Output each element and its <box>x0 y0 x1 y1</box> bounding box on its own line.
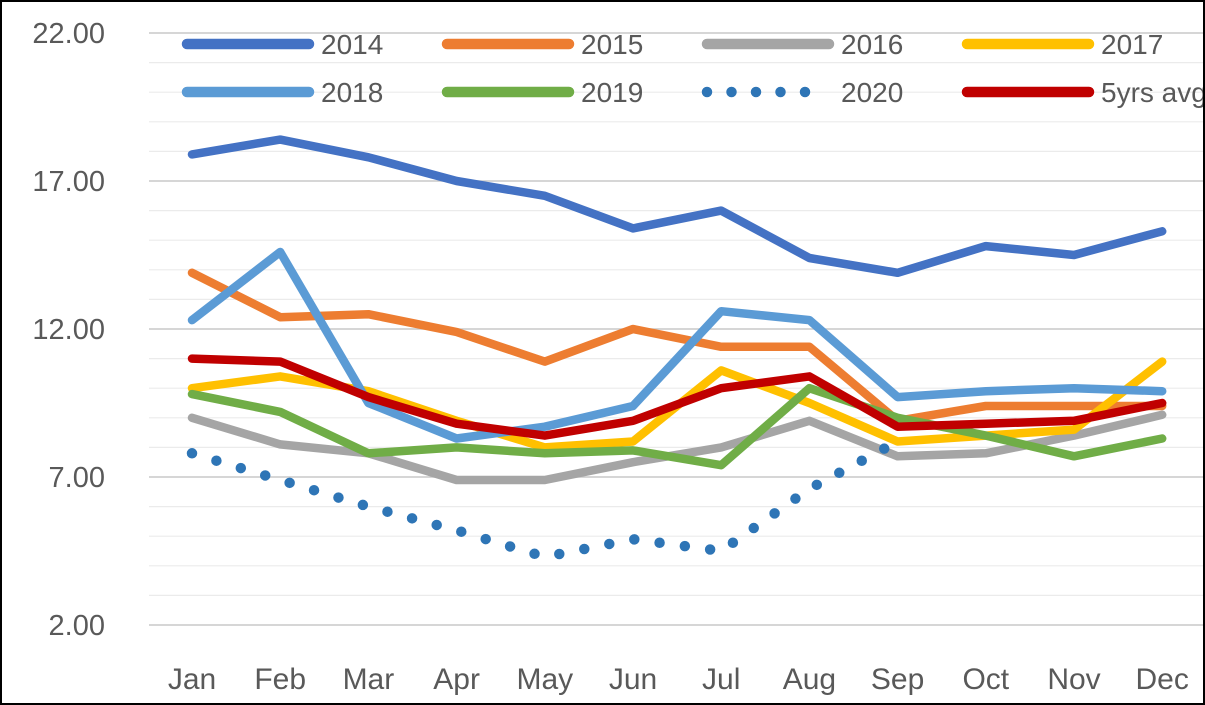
legend-item-2014-label: 2014 <box>321 29 383 60</box>
x-axis-label-nov: Nov <box>1047 663 1100 696</box>
y-axis-tick-label: 7.00 <box>49 462 105 494</box>
legend-item-2020-label: 2020 <box>841 77 903 108</box>
x-axis-label-mar: Mar <box>343 663 395 696</box>
x-axis-label-apr: Apr <box>433 663 480 696</box>
x-axis-label-jun: Jun <box>609 663 657 696</box>
legend-item-5yrs-avg-label: 5yrs avg <box>1101 77 1205 108</box>
series-line-2019 <box>187 383 1167 470</box>
series-line-5yrs-avg <box>187 354 1167 440</box>
x-axis-label-oct: Oct <box>962 663 1009 696</box>
y-axis-tick-label: 2.00 <box>49 610 105 642</box>
series-line-2020 <box>186 436 903 563</box>
x-axis-label-aug: Aug <box>783 663 836 696</box>
x-axis-label-jan: Jan <box>168 663 216 696</box>
x-axis-label-jul: Jul <box>702 663 740 696</box>
x-axis-label-sep: Sep <box>871 663 924 696</box>
x-axis-label-feb: Feb <box>254 663 306 696</box>
series-line-2018 <box>187 247 1167 443</box>
legend-item-2019-label: 2019 <box>581 77 643 108</box>
y-axis-tick-label: 17.00 <box>32 166 105 198</box>
x-axis-label-dec: Dec <box>1136 663 1189 696</box>
y-axis-tick-label: 22.00 <box>32 18 105 50</box>
series-line-2015 <box>187 268 1167 426</box>
x-axis-label-may: May <box>516 663 573 696</box>
legend-item-2016-label: 2016 <box>841 29 903 60</box>
legend-item-2015-label: 2015 <box>581 29 643 60</box>
legend-item-2017-label: 2017 <box>1101 29 1163 60</box>
y-axis-tick-label: 12.00 <box>32 314 105 346</box>
series-line-2014 <box>187 135 1167 278</box>
legend-item-2018-label: 2018 <box>321 77 383 108</box>
